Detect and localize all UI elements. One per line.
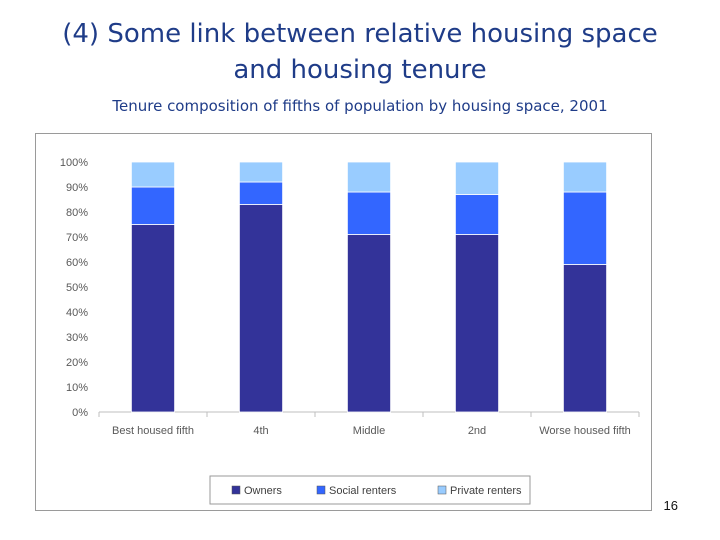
bar-segment [563, 264, 608, 413]
legend-swatch [316, 485, 326, 495]
x-tick-label: Middle [353, 425, 385, 437]
y-tick-label: 60% [66, 257, 88, 269]
bar-segment [131, 186, 176, 225]
legend-label: Private renters [450, 485, 522, 497]
legend-swatch [437, 485, 447, 495]
y-tick-label: 40% [66, 307, 88, 319]
slide-title: (4) Some link between relative housing s… [0, 16, 720, 88]
bar-segment [131, 161, 176, 188]
slide-title-line1: (4) Some link between relative housing s… [62, 19, 658, 49]
bar-segment [346, 234, 391, 413]
legend-swatch [231, 485, 241, 495]
chart-frame: 0% 10% 20% 30% 40% 50% 60% 70% 80% 90% 100% Best ho… [35, 133, 652, 511]
bar-segment [563, 161, 608, 193]
y-tick-label: 50% [66, 282, 88, 294]
y-tick-label: 20% [66, 357, 88, 369]
y-tick-label: 100% [60, 157, 88, 169]
bar-segment [131, 224, 176, 413]
bar-segment [238, 161, 283, 183]
slide-title-line2: and housing tenure [233, 55, 487, 85]
bar-segment [238, 181, 283, 205]
bar-segment [454, 234, 499, 413]
bar-segment [454, 161, 499, 195]
bar-segment [238, 204, 283, 413]
y-tick-label: 30% [66, 332, 88, 344]
bar-segment [346, 191, 391, 235]
x-tick-label: 4th [253, 425, 268, 437]
x-tick-label: Worse housed fifth [539, 425, 631, 437]
bar-segment [454, 194, 499, 235]
bar-segment [346, 161, 391, 193]
y-tick-label: 10% [66, 382, 88, 394]
y-tick-label: 70% [66, 232, 88, 244]
chart-subtitle: Tenure composition of fifths of populati… [112, 97, 608, 115]
x-tick-label: 2nd [468, 425, 486, 437]
y-tick-label: 90% [66, 182, 88, 194]
y-tick-label: 0% [72, 407, 88, 419]
bar-segment [563, 191, 608, 265]
page-number: 16 [663, 498, 678, 513]
x-tick-label: Best housed fifth [112, 425, 194, 437]
legend-box [209, 475, 531, 505]
legend-label: Social renters [329, 485, 397, 497]
legend-label: Owners [244, 485, 282, 497]
y-tick-label: 80% [66, 207, 88, 219]
stacked-bar-chart: 0% 10% 20% 30% 40% 50% 60% 70% 80% 90% 100% Best ho… [60, 157, 640, 505]
